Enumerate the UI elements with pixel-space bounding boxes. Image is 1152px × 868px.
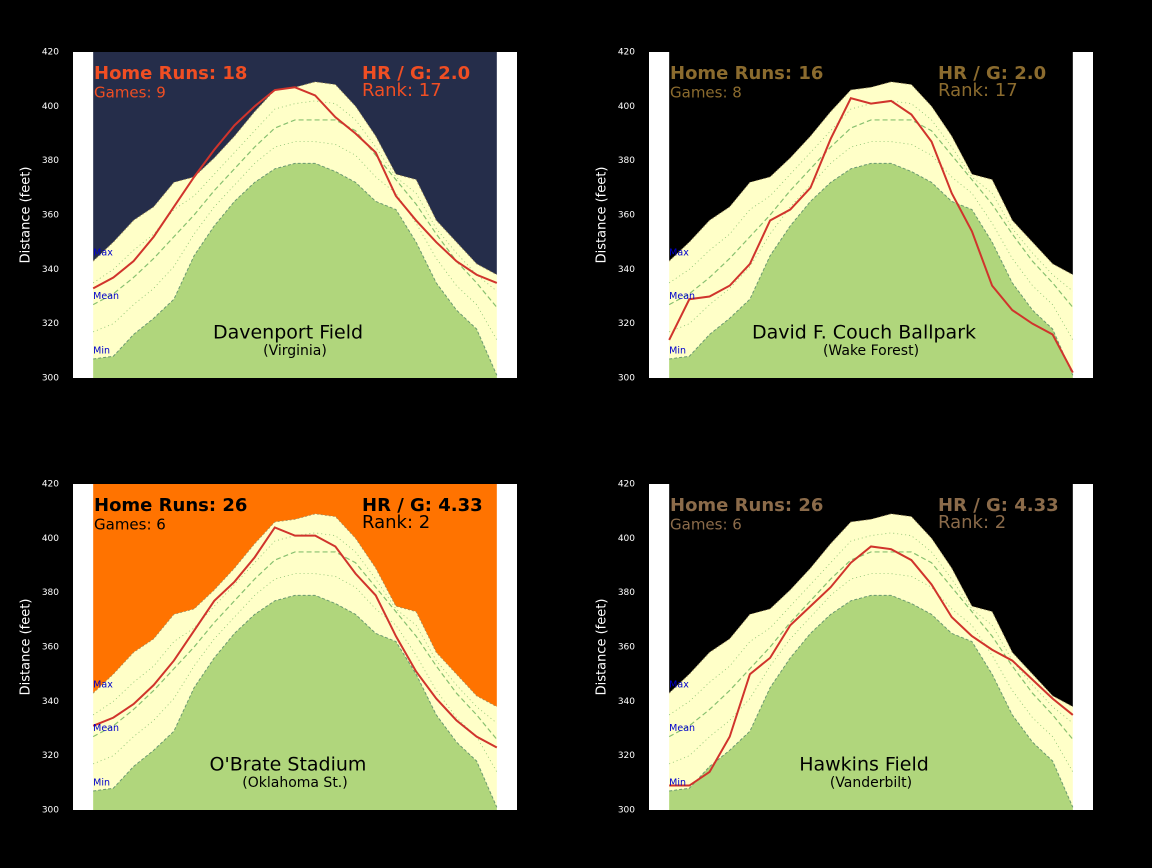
team-name: (Virginia) bbox=[263, 343, 327, 359]
y-tick-label: 380 bbox=[42, 588, 59, 598]
y-tick-label: 300 bbox=[618, 374, 635, 384]
team-name: (Vanderbilt) bbox=[830, 775, 912, 791]
y-tick-label: 340 bbox=[42, 265, 59, 275]
y-tick-label: 420 bbox=[618, 48, 635, 58]
y-tick-label: 400 bbox=[618, 102, 635, 112]
min-outline bbox=[669, 162, 1074, 376]
min-area bbox=[669, 595, 1073, 810]
y-tick-label: 340 bbox=[42, 697, 59, 707]
rank: Rank: 2 bbox=[938, 512, 1006, 533]
min-outline bbox=[93, 594, 498, 808]
hr-per-game: HR / G: 4.33 bbox=[938, 495, 1059, 516]
sky-area bbox=[669, 52, 1073, 275]
games: Games: 6 bbox=[94, 516, 166, 534]
mean-line bbox=[92, 119, 498, 308]
mean-line bbox=[92, 551, 498, 740]
team-name: (Oklahoma St.) bbox=[242, 775, 347, 791]
envelope-label: Mean bbox=[93, 291, 119, 302]
y-tick-label: 360 bbox=[618, 211, 635, 221]
panel: Max Mean Min 300 320 340 360 380 400 420 Distance … bbox=[595, 48, 1093, 384]
rank: Rank: 17 bbox=[938, 80, 1018, 101]
y-tick-label: 400 bbox=[42, 534, 59, 544]
rank: Rank: 17 bbox=[362, 80, 442, 101]
min-outline bbox=[669, 594, 1074, 808]
panel: Max Mean Min 300 320 340 360 380 400 420 Distance … bbox=[19, 48, 517, 384]
home-runs: Home Runs: 26 bbox=[94, 495, 247, 516]
envelope-label: Mean bbox=[93, 723, 119, 734]
field-name: O'Brate Stadium bbox=[210, 754, 367, 776]
y-tick-label: 320 bbox=[618, 319, 635, 329]
field-line bbox=[668, 97, 1074, 374]
y-tick-label: 300 bbox=[42, 806, 59, 816]
y-axis-label: Distance (feet) bbox=[595, 599, 610, 696]
sky-area bbox=[669, 484, 1073, 707]
mean-line bbox=[668, 119, 1074, 308]
field-name: Davenport Field bbox=[213, 322, 363, 344]
rank: Rank: 2 bbox=[362, 512, 430, 533]
home-runs: Home Runs: 16 bbox=[670, 63, 823, 84]
max-outline bbox=[668, 513, 1074, 708]
y-axis-label: Distance (feet) bbox=[595, 167, 610, 264]
hr-per-game: HR / G: 4.33 bbox=[362, 495, 483, 516]
games: Games: 8 bbox=[670, 84, 742, 102]
y-tick-label: 360 bbox=[42, 643, 59, 653]
home-runs: Home Runs: 26 bbox=[670, 495, 823, 516]
y-tick-label: 320 bbox=[42, 319, 59, 329]
y-tick-label: 420 bbox=[42, 48, 59, 58]
max-outline bbox=[92, 513, 498, 708]
field-line bbox=[92, 86, 498, 290]
games: Games: 6 bbox=[670, 516, 742, 534]
y-tick-label: 380 bbox=[618, 156, 635, 166]
y-tick-label: 420 bbox=[618, 480, 635, 490]
envelope-label: Mean bbox=[669, 291, 695, 302]
upper-dotted-line bbox=[668, 532, 1074, 724]
envelope-label: Min bbox=[669, 345, 686, 356]
envelope-label: Max bbox=[93, 680, 113, 691]
min-outline bbox=[93, 162, 498, 376]
y-tick-label: 300 bbox=[42, 374, 59, 384]
hr-per-game: HR / G: 2.0 bbox=[362, 63, 470, 84]
envelope-label: Mean bbox=[669, 723, 695, 734]
panel: Max Mean Min 300 320 340 360 380 400 420 Distance … bbox=[19, 480, 517, 816]
envelope-label: Max bbox=[93, 248, 113, 259]
y-tick-label: 320 bbox=[42, 751, 59, 761]
envelope-label: Max bbox=[669, 680, 689, 691]
y-axis-label: Distance (feet) bbox=[19, 599, 34, 696]
upper-dotted-line bbox=[668, 100, 1074, 292]
y-tick-label: 340 bbox=[618, 697, 635, 707]
y-tick-label: 340 bbox=[618, 265, 635, 275]
min-area bbox=[669, 163, 1073, 378]
min-area bbox=[93, 163, 497, 378]
y-tick-label: 360 bbox=[618, 643, 635, 653]
envelope-label: Min bbox=[669, 777, 686, 788]
games: Games: 9 bbox=[94, 84, 166, 102]
field-name: David F. Couch Ballpark bbox=[752, 322, 976, 344]
sky-area bbox=[93, 484, 497, 707]
home-runs: Home Runs: 18 bbox=[94, 63, 247, 84]
envelope-label: Min bbox=[93, 345, 110, 356]
team-name: (Wake Forest) bbox=[823, 343, 919, 359]
envelope-label: Max bbox=[669, 248, 689, 259]
upper-dotted-line bbox=[92, 532, 498, 724]
y-tick-label: 380 bbox=[618, 588, 635, 598]
field-line bbox=[92, 526, 498, 749]
min-area bbox=[93, 595, 497, 810]
y-tick-label: 360 bbox=[42, 211, 59, 221]
y-tick-label: 300 bbox=[618, 806, 635, 816]
y-tick-label: 320 bbox=[618, 751, 635, 761]
y-axis-label: Distance (feet) bbox=[19, 167, 34, 264]
max-outline bbox=[668, 81, 1074, 276]
field-name: Hawkins Field bbox=[799, 754, 929, 776]
envelope-label: Min bbox=[93, 777, 110, 788]
field-line bbox=[669, 545, 1074, 787]
y-tick-label: 400 bbox=[42, 102, 59, 112]
y-tick-label: 400 bbox=[618, 534, 635, 544]
y-tick-label: 380 bbox=[42, 156, 59, 166]
panel: Max Mean Min 300 320 340 360 380 400 420 Distance … bbox=[595, 480, 1093, 816]
y-tick-label: 420 bbox=[42, 480, 59, 490]
sky-area bbox=[93, 52, 497, 275]
hr-per-game: HR / G: 2.0 bbox=[938, 63, 1046, 84]
